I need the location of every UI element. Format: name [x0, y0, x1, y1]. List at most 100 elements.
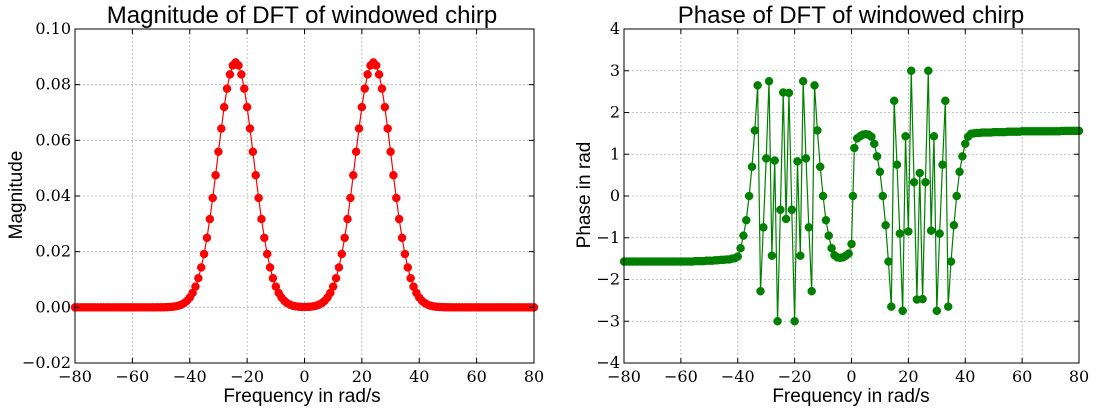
phase-data-point — [958, 152, 967, 161]
magnitude-data-point — [196, 263, 206, 272]
magnitude-x-tick-label: −80 — [58, 367, 92, 386]
phase-y-tick-label: 3 — [610, 61, 620, 80]
magnitude-data-point — [265, 263, 275, 272]
magnitude-data-point — [406, 273, 415, 283]
phase-data-point — [747, 162, 757, 172]
phase-x-tick-label: −20 — [778, 367, 812, 386]
phase-data-point — [790, 317, 799, 326]
magnitude-data-point — [374, 70, 384, 79]
phase-x-tick-label: 40 — [955, 367, 975, 386]
magnitude-data-point — [217, 124, 226, 133]
phase-data-point — [904, 227, 913, 236]
magnitude-chart-title: Magnitude of DFT of windowed chirp — [107, 2, 497, 29]
phase-data-point — [744, 191, 754, 201]
magnitude-data-point — [389, 170, 398, 180]
phase-data-point — [770, 156, 779, 165]
magnitude-data-point — [397, 233, 407, 243]
magnitude-data-point — [349, 170, 358, 180]
magnitude-data-point — [343, 214, 352, 224]
phase-data-point — [938, 160, 947, 169]
phase-data-point — [801, 154, 811, 163]
magnitude-data-point — [346, 193, 355, 203]
phase-x-tick-label: −80 — [607, 367, 641, 386]
magnitude-y-tick-label: −0.02 — [22, 353, 71, 372]
phase-data-point — [887, 302, 896, 311]
phase-data-point — [815, 162, 825, 172]
magnitude-data-point — [191, 282, 200, 291]
phase-data-point — [810, 81, 819, 90]
magnitude-x-axis-label: Frequency in rad/s — [223, 386, 380, 407]
phase-data-point — [898, 306, 907, 316]
magnitude-data-point — [240, 84, 249, 93]
phase-y-tick-label: 4 — [610, 19, 620, 38]
phase-data-point — [821, 215, 831, 225]
phase-x-tick-label: 20 — [898, 367, 918, 386]
magnitude-data-point — [234, 61, 243, 70]
magnitude-data-point — [354, 124, 364, 133]
magnitude-data-point — [211, 170, 220, 180]
magnitude-x-tick-label: −40 — [173, 367, 207, 386]
phase-data-point — [736, 243, 745, 253]
magnitude-x-tick-label: 80 — [524, 367, 544, 386]
phase-data-point — [848, 191, 858, 201]
phase-data-point — [761, 154, 771, 163]
phase-y-tick-label: −3 — [596, 311, 620, 330]
phase-data-point — [787, 205, 797, 215]
phase-data-point — [892, 160, 902, 169]
phase-data-point — [793, 157, 802, 166]
magnitude-data-point — [392, 193, 401, 203]
magnitude-data-point — [357, 102, 367, 112]
phase-y-tick-label: −1 — [596, 228, 620, 247]
phase-data-point — [776, 205, 785, 215]
phase-data-point — [764, 76, 774, 86]
magnitude-x-tick-label: −60 — [115, 367, 149, 386]
magnitude-data-point — [403, 263, 413, 272]
magnitude-data-point — [237, 70, 246, 79]
phase-data-point — [767, 251, 777, 260]
phase-x-tick-label: 0 — [846, 367, 856, 386]
phase-data-point — [824, 231, 833, 240]
phase-data-point — [813, 126, 822, 135]
phase-data-point — [756, 286, 765, 296]
phase-y-axis-label: Phase in rad — [574, 142, 595, 249]
magnitude-x-tick-label: −20 — [230, 367, 264, 386]
magnitude-data-point — [202, 233, 212, 243]
phase-x-tick-label: 60 — [1012, 367, 1032, 386]
magnitude-data-point — [360, 84, 369, 93]
phase-y-tick-label: −2 — [596, 270, 620, 289]
phase-data-point — [949, 220, 959, 230]
magnitude-data-point — [386, 147, 395, 156]
phase-data-point — [773, 317, 782, 326]
phase-data-point — [807, 286, 816, 296]
phase-y-tick-label: 1 — [610, 144, 620, 163]
phase-y-tick-label: 0 — [610, 186, 620, 205]
phase-data-point — [784, 88, 794, 98]
phase-data-point — [924, 66, 933, 75]
magnitude-data-point — [245, 124, 255, 133]
phase-data-point — [733, 252, 742, 261]
magnitude-data-point — [340, 233, 349, 243]
phase-data-point — [796, 251, 805, 260]
phase-data-point — [941, 96, 950, 106]
magnitude-data-point — [248, 147, 258, 156]
phase-data-point — [906, 66, 916, 75]
phase-data-point — [952, 191, 961, 201]
magnitude-x-tick-label: 20 — [352, 367, 372, 386]
phase-data-point — [739, 231, 748, 240]
phase-data-point — [798, 76, 808, 86]
phase-data-point — [932, 306, 942, 316]
phase-data-point — [935, 229, 944, 238]
phase-data-point — [943, 302, 953, 311]
magnitude-data-point — [380, 102, 390, 112]
magnitude-data-point — [268, 273, 278, 283]
magnitude-data-point — [242, 102, 252, 112]
phase-data-point — [781, 214, 791, 224]
phase-data-point — [921, 177, 930, 187]
phase-data-point — [909, 177, 919, 187]
phase-data-point — [961, 139, 970, 149]
magnitude-data-point — [371, 61, 381, 70]
magnitude-data-point — [254, 193, 263, 203]
magnitude-y-tick-label: 0.02 — [35, 242, 71, 261]
magnitude-data-point — [194, 273, 203, 283]
